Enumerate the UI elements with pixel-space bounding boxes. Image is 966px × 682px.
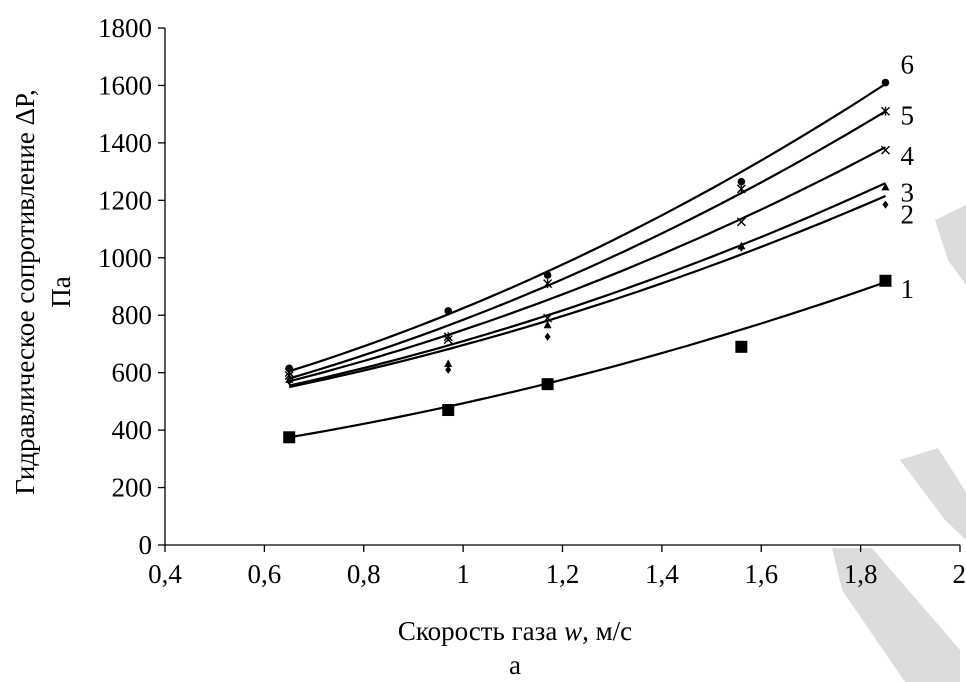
x-tick-label: 0,4: [148, 559, 182, 589]
trend-line-2: [288, 194, 886, 389]
y-axis-ticks: 0 200 400 600 800 1000 1200 1400 1600 1800: [98, 13, 165, 560]
y-tick-label: 1800: [98, 13, 152, 43]
trend-line-1: [289, 281, 886, 439]
data-point-series-4: [543, 313, 553, 323]
data-point-series-1: [283, 431, 296, 444]
data-point-series-5: [736, 184, 746, 194]
trend-line-3: [288, 182, 886, 387]
data-point-series-3: [444, 359, 453, 368]
series-label-3: 3: [900, 177, 914, 207]
data-point-series-2: [544, 332, 551, 341]
x-axis-title: Скорость газа w, м/с: [398, 616, 632, 646]
y-tick-label: 1000: [98, 243, 152, 273]
x-tick-label: 0,8: [347, 559, 381, 589]
y-axis-title-line1: Гидравлическое сопротивление ΔP,: [10, 89, 40, 495]
data-point-series-5: [443, 332, 453, 342]
data-point-series-4: [880, 145, 890, 155]
y-tick-label: 1400: [98, 128, 152, 158]
x-tick-label: 2: [953, 559, 966, 589]
data-point-series-5: [880, 106, 890, 116]
panel-label: а: [509, 650, 521, 680]
axes: [164, 28, 960, 546]
y-tick-label: 1600: [98, 70, 152, 100]
data-point-series-2: [445, 365, 452, 374]
data-point-series-6: [881, 78, 890, 87]
watermark: [832, 205, 966, 682]
x-axis-ticks: 0,4 0,6 0,8 1 1,2 1,4 1,6 1,8 2: [148, 545, 966, 589]
data-point-series-1: [541, 378, 554, 391]
trend-line-4: [288, 146, 887, 383]
data-point-series-3: [881, 182, 890, 191]
data-points: [283, 78, 892, 444]
y-tick-label: 600: [112, 358, 153, 388]
y-tick-label: 400: [112, 415, 153, 445]
series-label-4: 4: [900, 141, 914, 171]
data-point-series-4: [736, 217, 746, 227]
y-tick-label: 800: [112, 300, 153, 330]
series-label-5: 5: [900, 100, 914, 130]
trend-lines: [288, 83, 887, 439]
data-point-series-6: [543, 271, 552, 279]
series-label-2: 2: [900, 200, 914, 230]
series-label-6: 6: [900, 50, 914, 80]
y-tick-label: 0: [139, 530, 153, 560]
data-point-series-3: [543, 320, 552, 329]
y-axis-title: Гидравлическое сопротивление ΔP, Па: [10, 89, 76, 495]
trend-line-5: [288, 110, 887, 380]
x-tick-label: 1,8: [844, 559, 878, 589]
data-point-series-2: [882, 200, 889, 209]
y-tick-label: 1200: [98, 185, 152, 215]
x-tick-label: 0,6: [248, 559, 282, 589]
y-axis-title-line2: Па: [46, 276, 76, 307]
data-point-series-1: [879, 274, 892, 287]
data-point-series-3: [737, 241, 746, 250]
data-point-series-5: [543, 279, 553, 289]
data-point-series-6: [444, 307, 453, 315]
trend-line-6: [288, 83, 887, 373]
x-tick-label: 1,6: [744, 559, 778, 589]
x-tick-label: 1: [456, 559, 470, 589]
data-point-series-1: [442, 404, 455, 417]
data-point-series-1: [735, 340, 748, 353]
x-tick-label: 1,2: [546, 559, 580, 589]
data-point-series-6: [285, 364, 294, 373]
x-tick-label: 1,4: [645, 559, 679, 589]
series-label-1: 1: [900, 274, 914, 304]
data-point-series-6: [737, 177, 746, 186]
y-tick-label: 200: [112, 473, 153, 503]
data-point-series-3: [285, 375, 294, 383]
